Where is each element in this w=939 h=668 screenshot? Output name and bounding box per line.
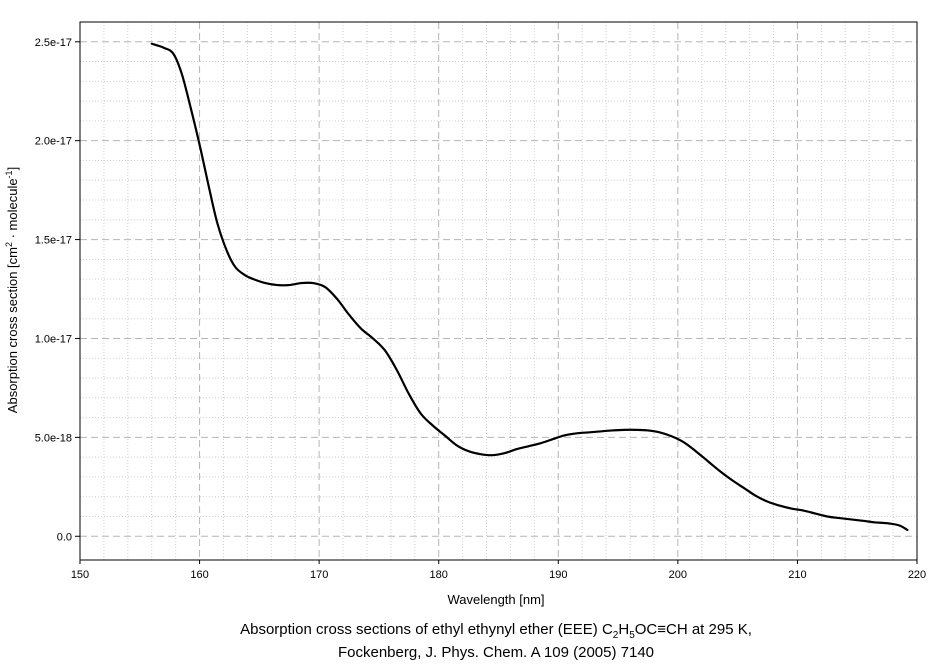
x-axis-label: Wavelength [nm] — [447, 592, 544, 607]
y-axis-label-suffix: ] — [5, 167, 20, 171]
caption-line-1: Absorption cross sections of ethyl ethyn… — [240, 621, 752, 641]
y-axis-label: Absorption cross section [cm2 · molecule… — [4, 167, 20, 413]
x-tick-label: 170 — [310, 569, 328, 581]
grid-layer — [80, 22, 917, 560]
x-tick-label: 160 — [190, 569, 208, 581]
y-tick-label: 2.5e-17 — [35, 37, 72, 49]
caption-part-c: OC≡CH at 295 K, — [635, 621, 752, 638]
caption-sub-2: 5 — [629, 630, 635, 641]
y-tick-label: 2.0e-17 — [35, 136, 72, 148]
y-axis-label-middle: · molecule — [5, 178, 20, 242]
x-tick-label: 220 — [908, 569, 926, 581]
y-tick-label: 1.5e-17 — [35, 235, 72, 247]
tick-layer: 150 160 170 180 190 200 210 220 0.0 5.0e-18 1.0e-1… — [35, 37, 926, 581]
y-axis-label-prefix: Absorption cross section [cm — [5, 247, 20, 413]
x-tick-label: 150 — [71, 569, 89, 581]
y-tick-label: 5.0e-18 — [35, 432, 72, 444]
caption-sub-1: 2 — [613, 630, 619, 641]
x-tick-label: 190 — [549, 569, 567, 581]
caption-part-a: Absorption cross sections of ethyl ethyn… — [240, 621, 613, 638]
y-axis-label-sup2: -1 — [4, 170, 14, 178]
x-tick-label: 180 — [430, 569, 448, 581]
caption-part-b: H — [618, 621, 629, 638]
series-line — [150, 42, 909, 532]
plot-frame — [79, 21, 918, 561]
y-tick-label: 1.0e-17 — [35, 333, 72, 345]
y-tick-label: 0.0 — [57, 531, 72, 543]
y-axis-label-sup1: 2 — [4, 242, 14, 247]
caption-line-2: Fockenberg, J. Phys. Chem. A 109 (2005) … — [338, 644, 654, 661]
x-tick-label: 210 — [788, 569, 806, 581]
series-layer — [150, 42, 909, 532]
x-tick-label: 200 — [669, 569, 687, 581]
